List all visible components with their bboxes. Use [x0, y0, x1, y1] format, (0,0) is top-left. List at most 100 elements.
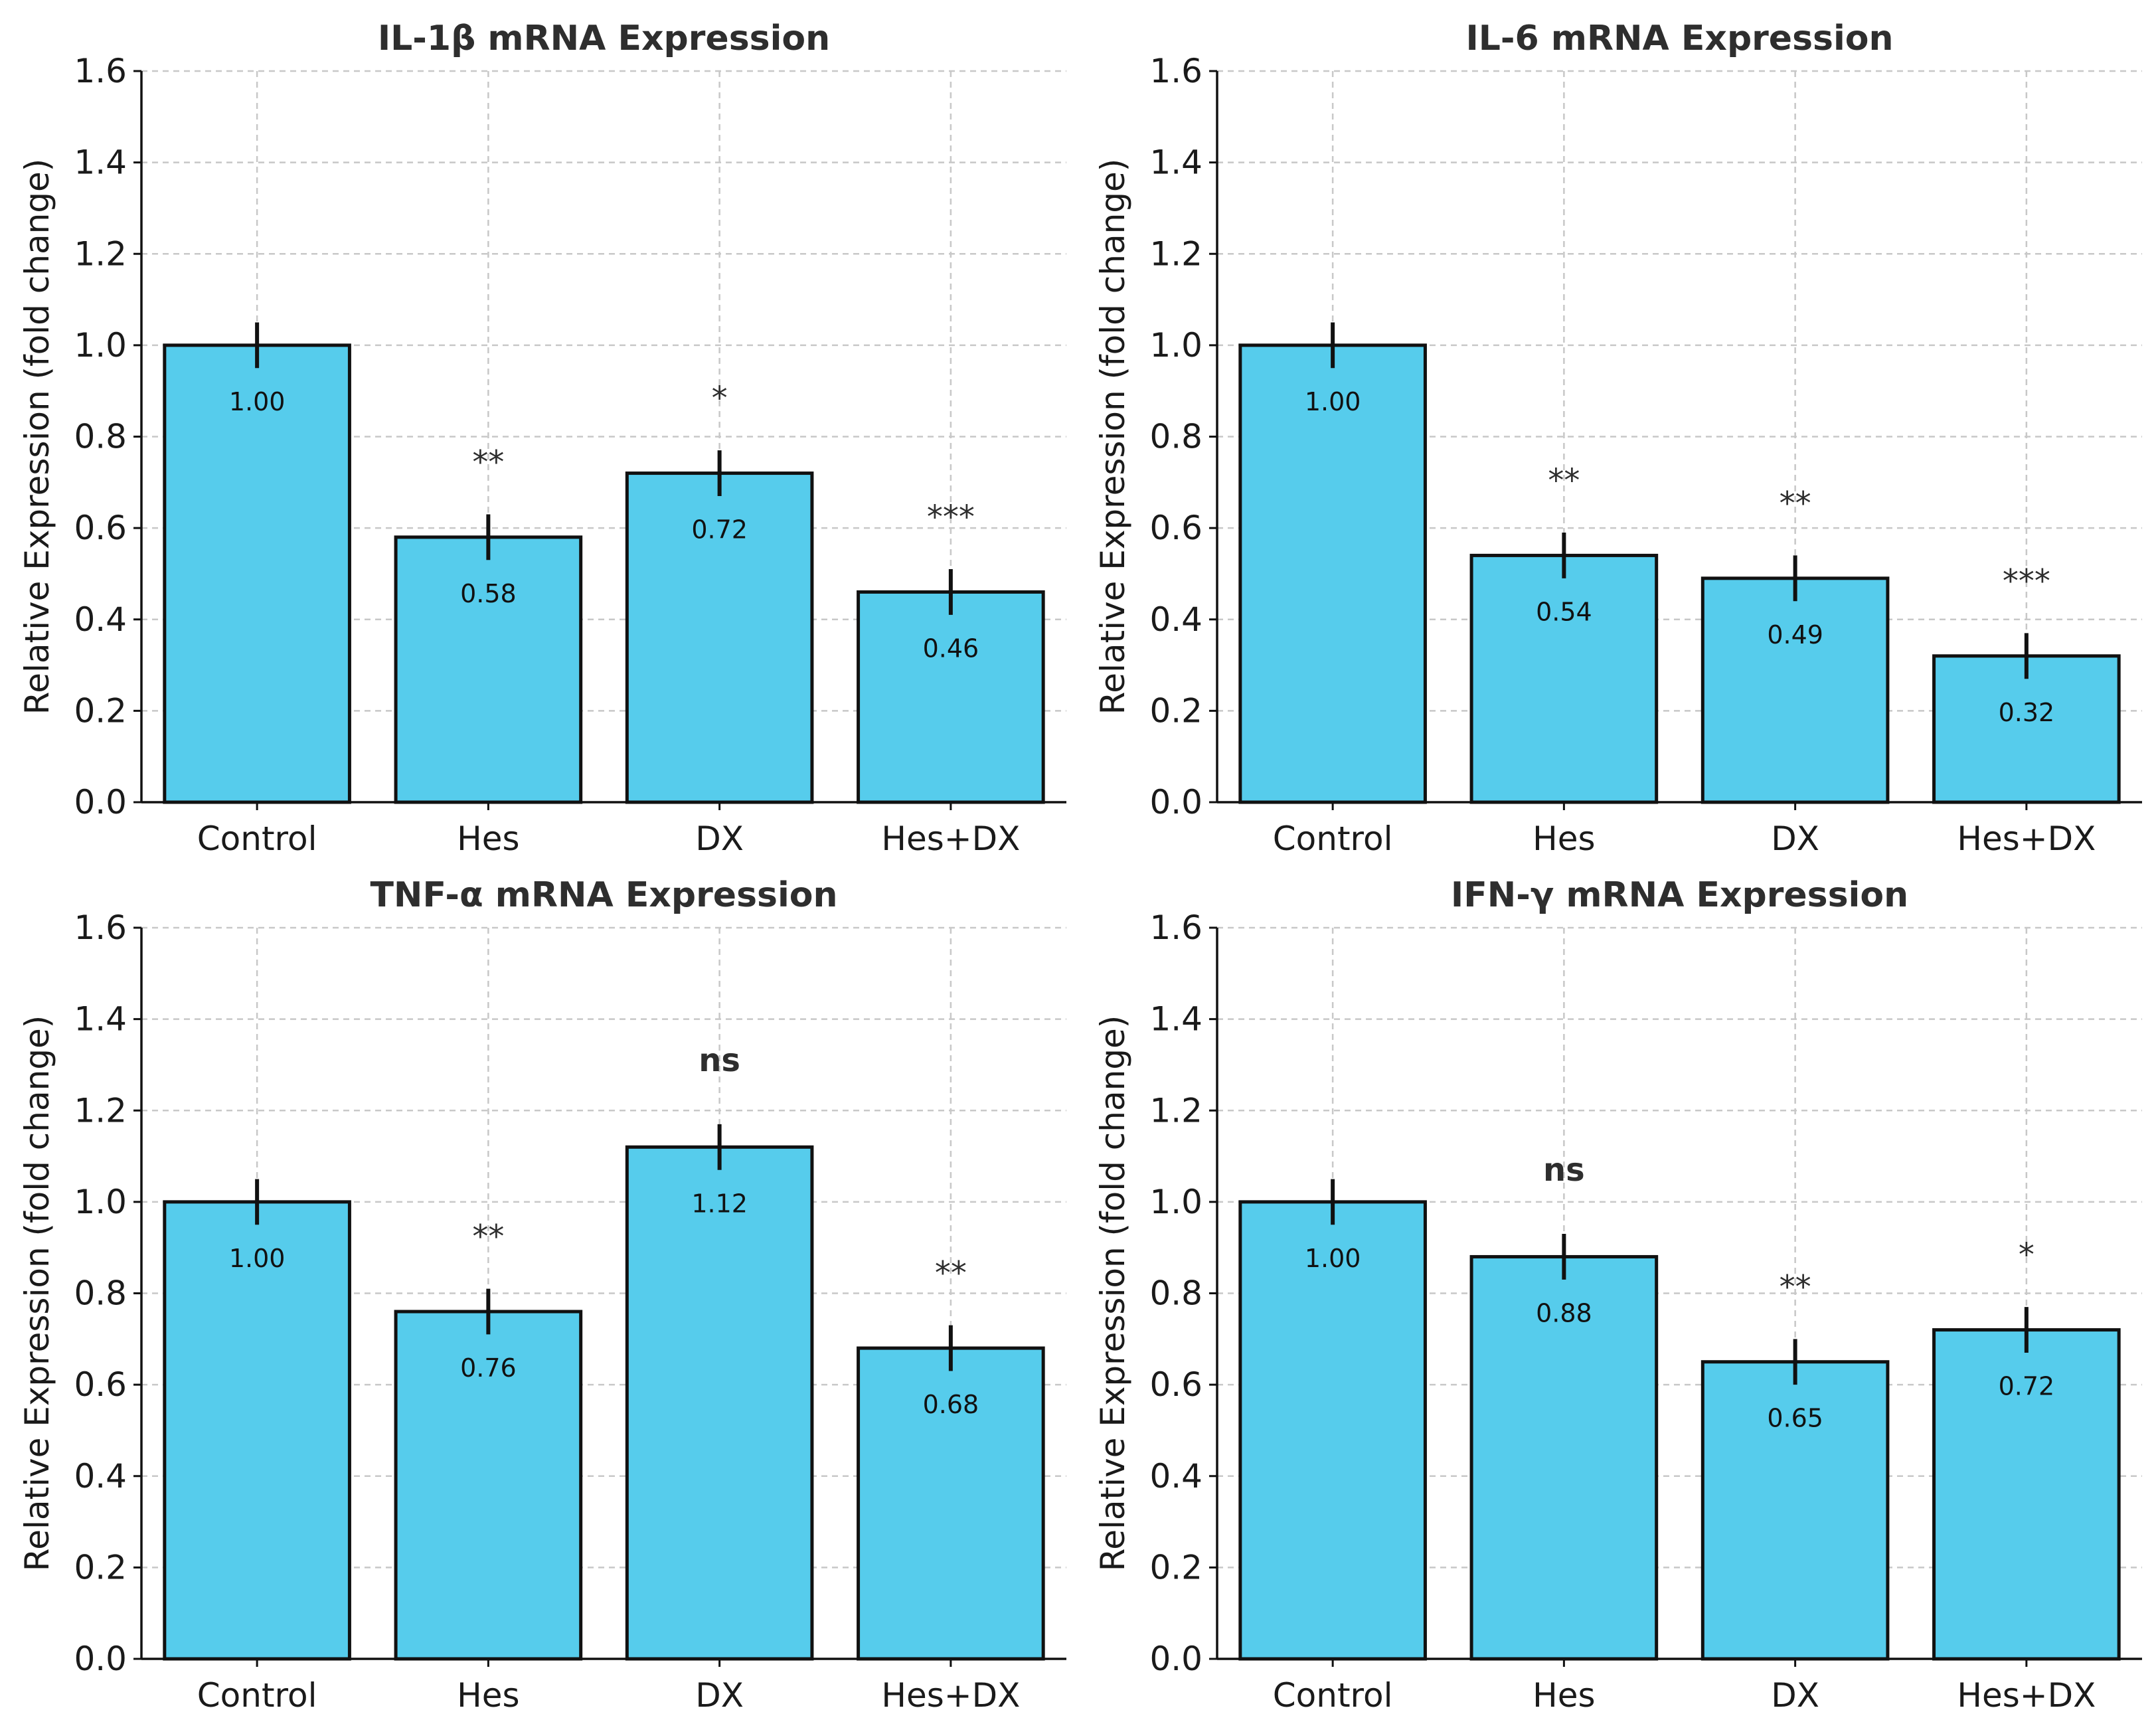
y-tick-label: 0.8: [74, 1274, 127, 1313]
chart-panel-2: 0.0 0.2 0.4 0.6 0.8 1.0 1.2 1.4 1.6 1.00 Control 0.…: [1094, 19, 2142, 858]
y-tick-label: 1.0: [1149, 1183, 1202, 1221]
x-tick-label: DX: [695, 1676, 744, 1710]
bar-value-label: 1.00: [1305, 387, 1361, 416]
y-tick-label: 0.0: [1149, 1640, 1202, 1678]
y-axis-label: Relative Expression (fold change): [1094, 159, 1132, 715]
chart-title: IL-6 mRNA Expression: [1465, 19, 1893, 58]
y-tick-label: 0.4: [1149, 600, 1202, 639]
bar-value-label: 0.68: [923, 1390, 979, 1419]
bar-control: [1238, 1200, 1427, 1661]
x-tick-label: Control: [197, 819, 317, 858]
bar-value-label: 0.88: [1536, 1298, 1592, 1327]
x-tick-label: DX: [1771, 819, 1819, 858]
x-tick-label: Hes: [457, 1676, 519, 1710]
y-tick-label: 0.6: [1149, 509, 1202, 547]
chart-panel-4: 0.0 0.2 0.4 0.6 0.8 1.0 1.2 1.4 1.6 1.00 Control 0.…: [1094, 875, 2142, 1710]
y-tick-label: 1.0: [1149, 326, 1202, 365]
y-tick-label: 0.0: [74, 1640, 127, 1678]
x-tick-label: Control: [197, 1676, 317, 1710]
chart-title: IFN-γ mRNA Expression: [1451, 875, 1908, 915]
y-tick-label: 0.8: [74, 418, 127, 456]
x-tick-label: DX: [695, 819, 744, 858]
y-tick-label: 1.2: [1149, 234, 1202, 273]
significance-marker: ns: [1543, 1152, 1585, 1189]
y-tick-label: 1.6: [1149, 908, 1202, 947]
bar-dx: [625, 1145, 814, 1661]
bar-value-label: 0.65: [1767, 1404, 1823, 1433]
y-tick-label: 0.8: [1149, 1274, 1202, 1313]
y-tick-label: 0.0: [74, 783, 127, 821]
bar-value-label: 1.00: [229, 1244, 286, 1273]
y-tick-label: 0.4: [74, 600, 127, 639]
x-tick-label: Hes+DX: [881, 1676, 1020, 1710]
y-tick-label: 1.4: [74, 143, 127, 182]
x-tick-label: Hes: [1533, 1676, 1595, 1710]
bar-value-label: 1.00: [229, 387, 286, 416]
significance-marker: **: [1780, 1268, 1811, 1306]
y-tick-label: 1.0: [74, 1183, 127, 1221]
y-tick-label: 1.4: [1149, 1000, 1202, 1039]
x-tick-label: Hes: [1533, 819, 1595, 858]
significance-marker: ***: [927, 499, 975, 536]
bar-hes: [1469, 553, 1659, 804]
bar-dx: [1700, 1360, 1890, 1661]
y-tick-label: 1.2: [74, 1091, 127, 1130]
significance-marker: **: [472, 444, 504, 481]
bar-value-label: 0.76: [460, 1353, 517, 1383]
y-axis-label: Relative Expression (fold change): [18, 1015, 56, 1572]
y-tick-label: 1.6: [74, 52, 127, 90]
y-tick-label: 0.2: [74, 691, 127, 730]
y-axis-label: Relative Expression (fold change): [18, 159, 56, 715]
significance-marker: **: [1780, 485, 1811, 522]
significance-marker: ns: [699, 1042, 740, 1079]
bar-hes-dx: [1932, 1328, 2121, 1661]
x-tick-label: Hes+DX: [1957, 1676, 2096, 1710]
bar-hes-dx: [857, 1346, 1045, 1661]
x-tick-label: Hes+DX: [881, 819, 1020, 858]
bar-control: [163, 1200, 351, 1661]
bar-value-label: 0.72: [1999, 1372, 2055, 1401]
y-tick-label: 0.4: [1149, 1457, 1202, 1496]
y-tick-label: 0.4: [74, 1457, 127, 1496]
y-tick-label: 0.6: [1149, 1365, 1202, 1404]
y-tick-label: 0.0: [1149, 783, 1202, 821]
bar-value-label: 0.32: [1999, 698, 2055, 727]
y-axis-label: Relative Expression (fold change): [1094, 1015, 1132, 1572]
y-tick-label: 0.6: [74, 509, 127, 547]
bar-value-label: 0.72: [691, 515, 748, 545]
x-tick-label: Hes+DX: [1957, 819, 2096, 858]
chart-title: TNF-α mRNA Expression: [370, 875, 837, 915]
x-tick-label: Hes: [457, 819, 519, 858]
y-tick-label: 1.2: [74, 234, 127, 273]
bar-value-label: 1.00: [1305, 1244, 1361, 1273]
bar-dx: [1700, 576, 1890, 804]
y-tick-label: 1.2: [1149, 1091, 1202, 1130]
y-tick-label: 0.8: [1149, 418, 1202, 456]
y-tick-label: 0.2: [1149, 1548, 1202, 1586]
chart-title: IL-1β mRNA Expression: [378, 19, 830, 58]
significance-marker: **: [935, 1255, 967, 1292]
chart-panel-3: 0.0 0.2 0.4 0.6 0.8 1.0 1.2 1.4 1.6 1.00 Control 0.…: [18, 875, 1066, 1710]
y-tick-label: 1.4: [1149, 143, 1202, 182]
bar-dx: [625, 471, 814, 804]
significance-marker: *: [2019, 1237, 2034, 1274]
x-tick-label: Control: [1273, 819, 1393, 858]
bar-hes-dx: [857, 590, 1045, 804]
bar-value-label: 0.49: [1767, 620, 1823, 649]
bar-value-label: 0.58: [460, 579, 517, 608]
bar-value-label: 0.54: [1536, 597, 1592, 626]
y-tick-label: 0.6: [74, 1365, 127, 1404]
bar-control: [1238, 343, 1427, 804]
significance-marker: **: [1548, 462, 1580, 499]
bar-hes: [394, 535, 583, 804]
y-tick-label: 0.2: [74, 1548, 127, 1586]
y-tick-label: 1.6: [74, 908, 127, 947]
significance-marker: ***: [2003, 562, 2050, 600]
bar-value-label: 0.46: [923, 634, 979, 663]
y-tick-label: 1.0: [74, 326, 127, 365]
y-tick-label: 1.6: [1149, 52, 1202, 90]
significance-marker: **: [472, 1219, 504, 1256]
bar-value-label: 1.12: [691, 1189, 748, 1218]
significance-marker: *: [712, 380, 728, 417]
